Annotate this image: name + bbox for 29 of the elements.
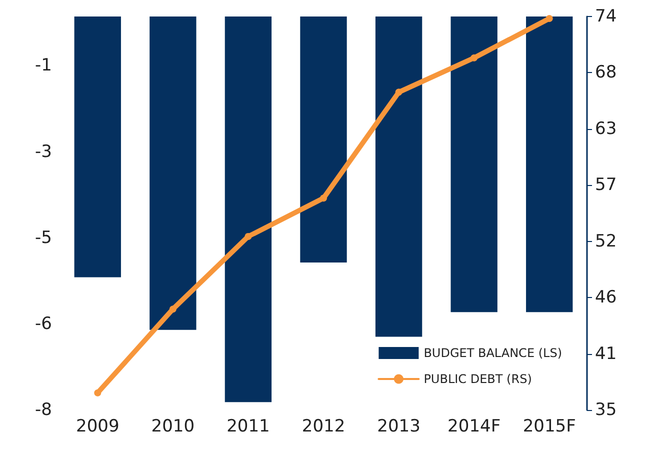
y-tick-label: -6 xyxy=(35,314,52,334)
point xyxy=(470,54,478,62)
legend-label: BUDGET BALANCE (LS) xyxy=(424,346,562,360)
y2-tick-label: 68 xyxy=(595,62,617,83)
x-tick-label: 2014F xyxy=(448,416,501,436)
point xyxy=(395,88,402,96)
x-tick-label: 2011 xyxy=(226,416,270,436)
y2-tick-label: 41 xyxy=(595,344,617,364)
point xyxy=(244,232,252,240)
point xyxy=(169,306,176,313)
y2-tick-label: 74 xyxy=(595,6,617,26)
legend-label: PUBLIC DEBT (RS) xyxy=(424,372,532,386)
y-tick-label: -1 xyxy=(35,56,52,76)
point xyxy=(94,389,102,396)
x-tick-label: 2009 xyxy=(76,416,120,436)
y-tick-label: -3 xyxy=(35,142,52,162)
x-tick-label: 2010 xyxy=(151,416,195,436)
y2-tick-label: 52 xyxy=(595,231,617,252)
y2-tick-label: 57 xyxy=(595,175,617,196)
x-tick-label: 2013 xyxy=(377,416,420,436)
x-tick-label: 2015F xyxy=(522,416,576,436)
point xyxy=(546,15,553,22)
point xyxy=(320,194,327,202)
y-tick-label: -8 xyxy=(35,400,52,420)
y-tick-label: -5 xyxy=(35,228,52,248)
x-tick-label: 2012 xyxy=(302,416,346,436)
y2-tick-label: 46 xyxy=(595,288,617,308)
y2-tick-label: 63 xyxy=(595,118,617,139)
y2-tick-label: 35 xyxy=(595,400,617,420)
